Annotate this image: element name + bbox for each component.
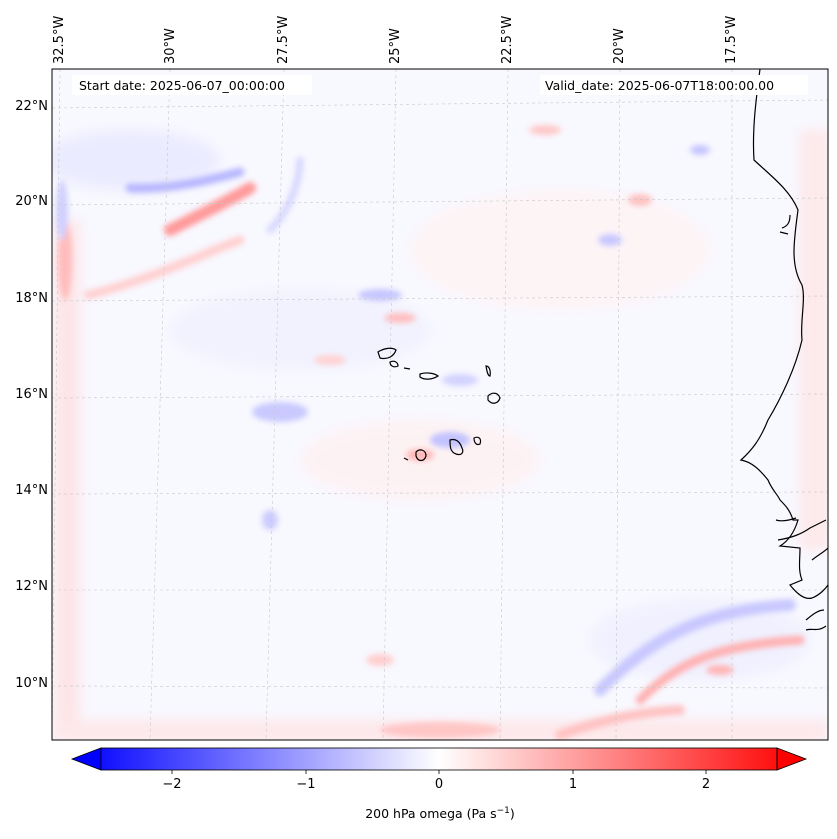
longitude-label: 25°W [388,28,403,64]
colorbar-tick-label: −1 [296,777,316,792]
latitude-label: 14°N [15,483,48,498]
colorbar-tick-label: 1 [568,777,578,792]
colorbar-gradient [101,748,777,770]
colorbar-tick-label: 0 [434,777,444,792]
cape-verde-islands [377,347,501,462]
latitude-label: 18°N [15,291,48,306]
latitude-label: 16°N [15,387,48,402]
colorbar-label-text: 200 hPa omega (Pa s [365,806,497,822]
longitude-label: 32.5°W [52,15,67,64]
gridlines [52,69,828,740]
colorbar-extend-max [776,747,808,771]
start-date-label: Start date: 2025-06-07_00:00:00 [79,78,285,93]
latitude-label: 10°N [15,676,48,691]
colorbar-tick-label: 2 [701,777,711,792]
colorbar-label-exponent: −1 [496,806,510,816]
colorbar-extend-min [70,747,102,771]
coastline [739,69,828,631]
valid-date-box [540,75,808,95]
longitude-label: 20°W [612,28,627,64]
colorbar-label-close: ) [509,806,515,822]
longitude-label: 27.5°W [276,15,291,64]
latitude-label: 12°N [15,579,48,594]
longitude-label: 30°W [163,28,178,64]
start-date-box [72,75,312,95]
valid-date-label: Valid_date: 2025-06-07T18:00:00.00 [545,78,775,93]
colorbar [70,747,808,774]
colorbar-tick-label: −2 [162,777,182,792]
colorbar-label: 200 hPa omega (Pa s−1) [365,806,515,821]
map-border [51,68,829,741]
latitude-label: 20°N [15,194,48,209]
longitude-label: 17.5°W [724,15,739,64]
latitude-label: 22°N [15,99,48,114]
longitude-label: 22.5°W [500,15,515,64]
